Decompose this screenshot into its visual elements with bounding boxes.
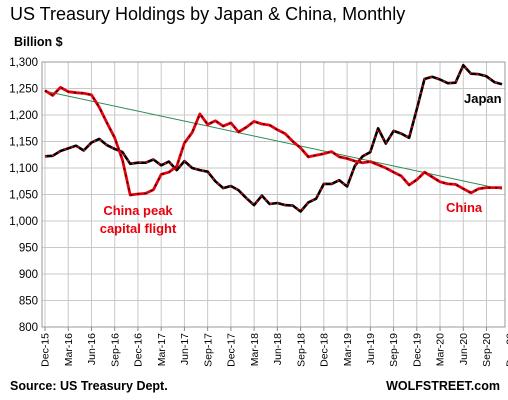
x-tick-label: Mar-17 bbox=[156, 333, 168, 366]
gridlines bbox=[41, 61, 506, 328]
annotation-china: China bbox=[446, 200, 483, 215]
x-tick-label: Mar-20 bbox=[435, 333, 447, 366]
x-tick-label: Sep-20 bbox=[481, 333, 493, 367]
x-tick-label: Dec-17 bbox=[226, 333, 238, 367]
x-tick-label: Sep-19 bbox=[388, 333, 400, 367]
trendline-layer bbox=[44, 90, 503, 190]
x-tick-label: Dec-15 bbox=[40, 333, 52, 367]
y-tick-label: 900 bbox=[19, 269, 38, 281]
x-tick-label: Sep-16 bbox=[109, 333, 121, 367]
trendline bbox=[44, 90, 503, 190]
x-tick-label: Sep-17 bbox=[202, 333, 214, 367]
x-tick-label: Mar-16 bbox=[63, 333, 75, 366]
brand-watermark: WOLFSTREET.com bbox=[386, 379, 500, 393]
y-tick-label: 1,050 bbox=[9, 190, 38, 202]
x-tick-label: Mar-19 bbox=[342, 333, 354, 366]
y-tick-label: 1,150 bbox=[9, 137, 38, 149]
x-tick-label: Dec-20 bbox=[504, 333, 508, 367]
series-layer bbox=[44, 63, 503, 213]
x-tick-label: Jun-16 bbox=[86, 333, 98, 365]
x-tick-label: Dec-18 bbox=[319, 333, 331, 367]
x-tick-label: Jun-20 bbox=[458, 333, 470, 365]
annotation-capital-flight: capital flight bbox=[100, 221, 177, 236]
chart-title: US Treasury Holdings by Japan & China, M… bbox=[10, 4, 405, 24]
x-tick-label: Jun-19 bbox=[365, 333, 377, 365]
y-tick-label: 850 bbox=[19, 296, 38, 308]
y-tick-label: 800 bbox=[19, 322, 38, 334]
x-tick-label: Jun-17 bbox=[179, 333, 191, 365]
series-line-japan bbox=[44, 63, 503, 213]
y-tick-label: 1,200 bbox=[9, 110, 38, 122]
y-axis-unit-label: Billion $ bbox=[14, 35, 63, 49]
annotation-japan: Japan bbox=[464, 91, 502, 106]
y-axis: 800 850 900 950 1,000 1,050 1,100 1,150 1,200 1,2… bbox=[9, 57, 38, 334]
annotation-china-peak: China peak bbox=[103, 203, 173, 218]
x-axis: Dec-15 Mar-16 Jun-16 Sep-16 Dec-16 Mar-17 Jun-… bbox=[40, 327, 508, 367]
source-note: Source: US Treasury Dept. bbox=[10, 379, 168, 393]
series-markers-china bbox=[44, 86, 502, 196]
x-tick-label: Mar-18 bbox=[249, 333, 261, 366]
y-tick-label: 1,100 bbox=[9, 163, 38, 175]
y-tick-label: 1,250 bbox=[9, 84, 38, 96]
x-tick-label: Dec-19 bbox=[411, 333, 423, 367]
y-tick-label: 950 bbox=[19, 243, 38, 255]
plot-frame bbox=[41, 61, 506, 328]
x-tick-label: Dec-16 bbox=[133, 333, 145, 367]
y-tick-label: 1,300 bbox=[9, 57, 38, 69]
x-tick-label: Jun-18 bbox=[272, 333, 284, 365]
y-tick-label: 1,000 bbox=[9, 216, 38, 228]
x-tick-label: Sep-18 bbox=[295, 333, 307, 367]
